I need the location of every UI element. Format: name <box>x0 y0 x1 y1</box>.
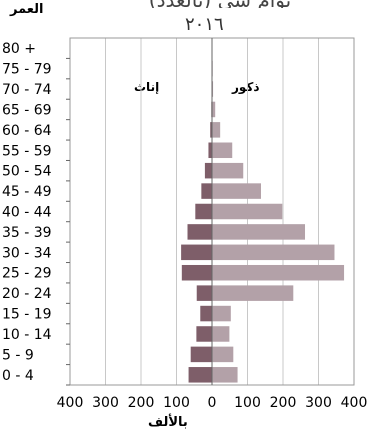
bar-male <box>212 122 221 138</box>
bar-female <box>208 142 212 159</box>
bar-female <box>187 224 212 240</box>
y-tick-label: 10 - 14 <box>2 327 52 343</box>
bar-male <box>212 346 234 363</box>
x-tick-label: 300 <box>92 395 119 411</box>
x-tick-label: 400 <box>57 395 84 411</box>
bar-male <box>212 264 345 281</box>
bar-male <box>212 101 216 118</box>
y-tick-label: 35 - 39 <box>2 225 52 241</box>
bar-female <box>181 244 212 261</box>
bar-male <box>212 203 283 220</box>
bar-female <box>195 203 212 220</box>
bar-female <box>204 162 212 179</box>
bar-male <box>212 326 230 342</box>
y-tick-label: 75 - 79 <box>2 62 52 78</box>
bar-male <box>212 305 231 322</box>
bar-female <box>190 346 212 363</box>
bar-female <box>200 305 212 322</box>
y-tick-label: 70 - 74 <box>2 82 52 98</box>
y-tick-label: 40 - 44 <box>2 205 52 221</box>
chart-title: بوام سي (بالعدد) <box>80 0 360 8</box>
y-tick-label: 20 - 24 <box>2 286 52 302</box>
y-tick-label: 15 - 19 <box>2 307 52 323</box>
y-tick-label: 55 - 59 <box>2 143 52 159</box>
bar-female <box>201 183 212 199</box>
bar-male <box>212 224 306 240</box>
bar-male <box>212 183 261 199</box>
x-tick-label: 100 <box>163 395 190 411</box>
bar-female <box>196 326 212 342</box>
y-tick-label: 30 - 34 <box>2 245 52 261</box>
y-tick-label: 0 - 4 <box>2 368 34 384</box>
x-tick-label: 400 <box>341 395 368 411</box>
y-tick-label: 50 - 54 <box>2 164 52 180</box>
x-tick-label: 100 <box>234 395 261 411</box>
bar-male <box>212 367 238 383</box>
chart-year: ٢٠١٦ <box>185 14 224 35</box>
y-tick-label: 65 - 69 <box>2 102 52 118</box>
bar-female <box>196 285 212 301</box>
bar-female <box>181 264 212 281</box>
bar-male <box>212 81 214 97</box>
y-tick-label: 45 - 49 <box>2 184 52 200</box>
x-tick-label: 300 <box>305 395 332 411</box>
y-tick-label: 25 - 29 <box>2 266 52 282</box>
x-axis-label: بالألف <box>148 415 188 430</box>
y-axis-label: العمر <box>10 2 44 17</box>
x-tick-label: 200 <box>128 395 155 411</box>
x-tick-label: 200 <box>270 395 297 411</box>
bar-male <box>212 162 244 179</box>
bar-male <box>212 285 294 301</box>
x-tick-label: 0 <box>208 395 217 411</box>
bar-male <box>212 142 233 159</box>
y-tick-label: 60 - 64 <box>2 123 52 139</box>
bar-female <box>210 122 212 138</box>
y-tick-label: 80 + <box>2 41 36 57</box>
legend-female: إناث <box>134 80 160 94</box>
y-tick-label: 5 - 9 <box>2 347 34 363</box>
legend-male: ذكور <box>232 80 260 94</box>
bar-female <box>188 367 212 383</box>
bar-male <box>212 244 335 261</box>
